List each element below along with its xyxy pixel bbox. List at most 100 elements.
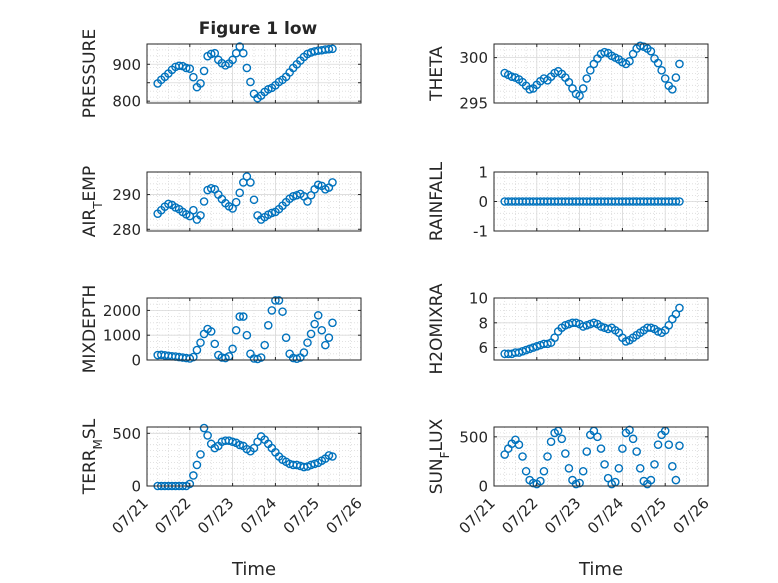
y-tick-label: 300 <box>459 49 488 67</box>
data-point <box>675 441 684 450</box>
data-point <box>303 338 312 347</box>
y-tick-label: 2000 <box>103 302 141 320</box>
x-tick-label: 07/22 <box>498 494 541 537</box>
data-point <box>228 204 237 213</box>
axes-box <box>493 43 709 104</box>
x-tick-label: 07/26 <box>670 494 713 537</box>
series-points <box>500 303 684 359</box>
data-point <box>263 320 273 330</box>
data-point <box>242 330 252 340</box>
data-point <box>228 344 237 354</box>
data-point <box>324 333 334 342</box>
series-points <box>500 41 684 101</box>
data-point <box>514 440 524 450</box>
data-point <box>235 42 245 51</box>
data-point <box>256 353 266 362</box>
data-point <box>235 440 245 450</box>
y-axis-label: AIRTEMP <box>80 166 105 237</box>
y-tick-label: 0 <box>131 478 141 496</box>
data-point <box>206 49 216 59</box>
data-point <box>578 466 588 476</box>
y-tick-label: 0 <box>131 352 141 370</box>
data-point <box>575 478 584 488</box>
data-point <box>313 311 323 320</box>
y-axis-label: MIXDEPTH <box>80 285 100 374</box>
y-tick-label: 900 <box>112 56 141 74</box>
data-point <box>582 74 592 83</box>
data-point <box>206 184 216 193</box>
x-tick-label: 07/24 <box>237 494 280 537</box>
data-point <box>664 440 674 450</box>
data-point <box>231 325 241 335</box>
data-point <box>507 72 517 81</box>
data-point <box>653 440 663 450</box>
axes-box <box>493 297 709 361</box>
data-point <box>525 85 534 94</box>
y-tick-label: 8 <box>478 314 488 332</box>
y-tick-label: 0 <box>478 193 488 211</box>
data-point <box>671 475 681 485</box>
data-point <box>614 463 624 473</box>
data-point <box>324 451 334 460</box>
data-point <box>246 77 255 87</box>
data-point <box>625 56 634 66</box>
data-point <box>600 47 609 57</box>
axes-box <box>493 426 709 487</box>
x-axis-label: Time <box>578 559 623 580</box>
y-axis-label: RAINFALL <box>427 161 447 241</box>
x-tick-label: 07/23 <box>194 494 237 537</box>
data-point <box>518 452 527 461</box>
data-point <box>328 178 337 187</box>
data-point <box>181 63 191 73</box>
data-point <box>660 74 670 83</box>
data-point <box>596 444 606 453</box>
y-tick-label: 6 <box>478 339 488 357</box>
data-point <box>521 466 531 476</box>
data-point <box>199 197 209 206</box>
subplot-pressure: 800 900 PRESSURE Figure 1 low <box>80 19 362 118</box>
data-point <box>675 197 684 206</box>
data-point <box>561 449 570 458</box>
data-point <box>557 434 567 444</box>
data-point <box>317 325 327 335</box>
y-tick-label: 500 <box>112 425 141 443</box>
data-point <box>546 437 556 447</box>
y-tick-label: 290 <box>112 186 141 204</box>
data-point <box>328 452 337 461</box>
data-point <box>299 348 309 357</box>
series-points <box>500 425 684 489</box>
data-point <box>675 59 684 69</box>
data-point <box>242 63 252 73</box>
data-point <box>189 72 198 82</box>
data-point <box>238 312 248 321</box>
x-tick-label: 07/25 <box>280 494 323 537</box>
data-point <box>321 340 330 350</box>
data-point <box>328 44 337 54</box>
data-point <box>306 329 316 339</box>
data-point <box>635 463 645 473</box>
data-point <box>310 319 319 329</box>
data-point <box>324 44 334 54</box>
data-point <box>657 66 666 75</box>
data-point <box>189 471 198 480</box>
subplot-air_temp: 280 290 AIRTEMP <box>80 166 362 239</box>
data-point <box>303 197 312 206</box>
data-point <box>635 41 645 51</box>
data-point <box>196 450 205 459</box>
data-point <box>650 460 659 469</box>
data-point <box>210 339 220 349</box>
x-tick-label: 07/21 <box>456 494 499 537</box>
data-point <box>196 79 205 88</box>
data-point <box>228 55 237 65</box>
series-points <box>153 42 337 103</box>
data-point <box>536 476 545 486</box>
data-point <box>267 306 277 315</box>
y-tick-label: 1000 <box>103 327 141 345</box>
data-point <box>543 452 552 461</box>
data-point <box>668 85 677 94</box>
data-point <box>249 443 259 453</box>
axes-box <box>146 426 362 487</box>
data-point <box>164 199 173 209</box>
data-point <box>235 312 245 321</box>
y-tick-label: -1 <box>473 223 488 241</box>
